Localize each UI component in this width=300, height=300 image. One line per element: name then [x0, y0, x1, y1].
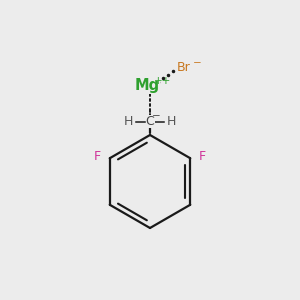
- Text: C: C: [146, 115, 154, 128]
- Text: ++: ++: [154, 76, 172, 86]
- Text: H: H: [124, 115, 133, 128]
- Text: Br: Br: [177, 61, 190, 74]
- Text: −: −: [152, 110, 161, 121]
- Text: −: −: [193, 58, 202, 68]
- Text: F: F: [199, 150, 206, 163]
- Text: H: H: [167, 115, 176, 128]
- Text: F: F: [94, 150, 101, 163]
- Text: Mg: Mg: [134, 78, 160, 93]
